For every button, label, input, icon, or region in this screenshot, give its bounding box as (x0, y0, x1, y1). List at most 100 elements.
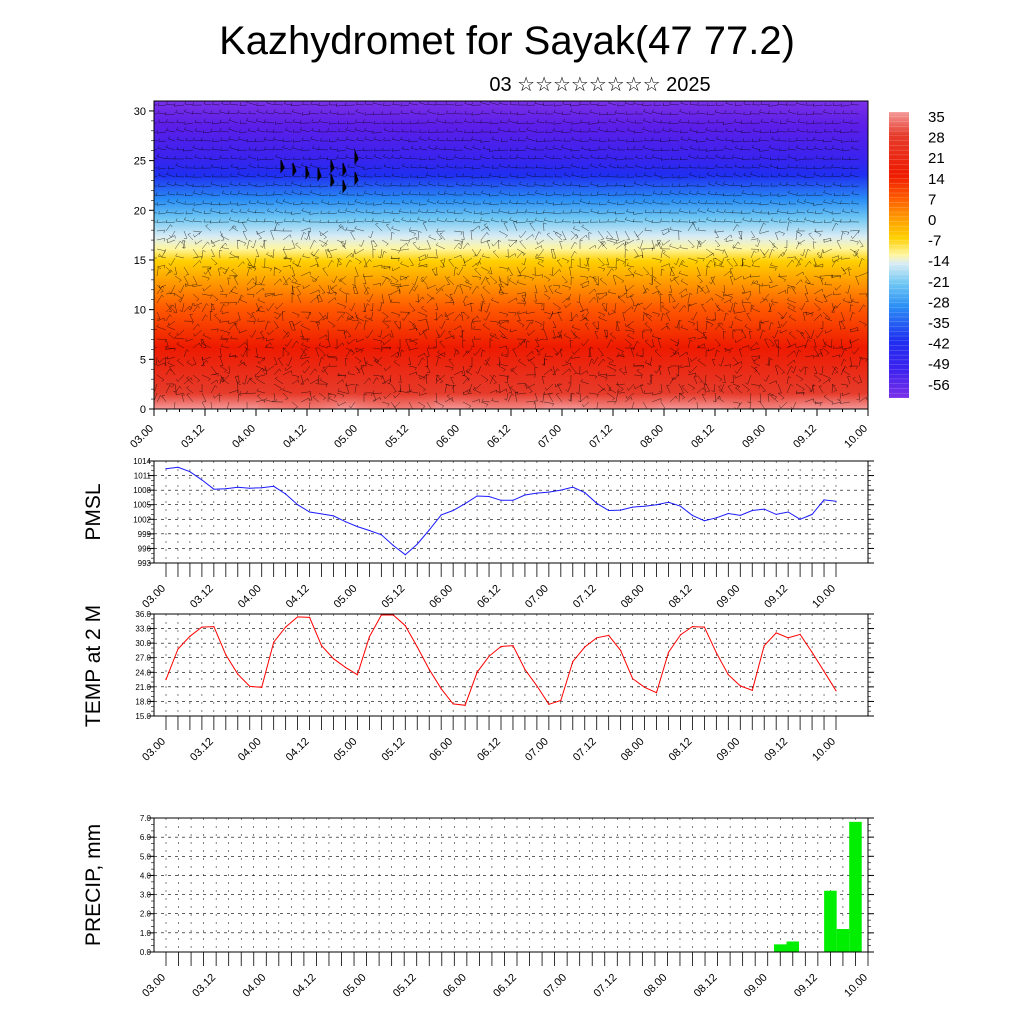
cross-section-x-tick-label: 07.12 (587, 423, 615, 451)
pmsl-x-tick-label: 04.00 (236, 583, 264, 611)
precip-bar (824, 890, 837, 952)
cross-section-y-tick-label: 25 (134, 156, 146, 168)
cross-section-y-tick-label: 15 (134, 255, 146, 267)
pmsl-x-tick-label: 05.12 (379, 583, 407, 611)
precip-bar (849, 821, 862, 952)
colorbar-tick-label: -42 (928, 336, 950, 353)
cross-section-x-tick-label: 06.12 (485, 423, 513, 451)
precip-x-tick-label: 07.12 (591, 972, 619, 1000)
wind-flag-marker (305, 165, 310, 180)
temp-x-tick-label: 10.00 (810, 736, 838, 764)
precip-bar (773, 944, 787, 952)
temp-y-tick-label: 36.0 (135, 610, 151, 619)
colorbar-tick-label: -21 (928, 274, 950, 291)
precip-y-tick-label: 0.0 (140, 948, 152, 957)
temp-series-line (165, 614, 837, 706)
chart-title: Kazhydromet for Sayak(47 77.2) (219, 19, 795, 63)
temp-x-tick-label: 08.00 (619, 736, 647, 764)
precip-x-tick-label: 06.00 (441, 972, 469, 1000)
temp-y-tick-label: 33.0 (135, 625, 151, 634)
warm-core (720, 342, 800, 409)
precip-y-tick-label: 4.0 (140, 871, 152, 880)
precip-bar (786, 941, 800, 952)
pmsl-y-tick-label: 1002 (133, 515, 151, 524)
cross-section-x-tick-label: 06.00 (434, 423, 462, 451)
colorbar-tick-label: -35 (928, 315, 950, 332)
temp-y-tick-label: 15.0 (135, 712, 151, 721)
precip-x-tick-label: 09.00 (742, 972, 770, 1000)
cross-section-x-tick-label: 08.00 (638, 423, 666, 451)
temp-x-tick-label: 07.12 (571, 736, 599, 764)
wind-flag-marker (317, 167, 322, 182)
cross-section-x-tick-label: 07.00 (536, 423, 564, 451)
pmsl-x-tick-label: 07.12 (571, 583, 599, 611)
colorbar-tick-label: -14 (928, 253, 950, 270)
temp-panel: TEMP at 2 M 36.0 33.0 30.0 27.0 24.0 21.0 18.0… (82, 605, 874, 764)
warm-core (258, 342, 338, 409)
pmsl-x-tick-label: 09.00 (714, 583, 742, 611)
precip-x-tick-label: 05.00 (341, 972, 369, 1000)
temp-x-tick-label: 04.12 (284, 736, 312, 764)
precip-bars (773, 821, 862, 952)
pmsl-ylabel: PMSL (82, 483, 105, 540)
temp-x-tick-label: 05.12 (379, 736, 407, 764)
colorbar-labels: 35 28 21 14 7 0 -7 -14 -21 -28 -35 -42 -49 -56 (928, 109, 950, 394)
cross-section-x-tick-label: 03.00 (128, 423, 156, 451)
pmsl-x-tick-label: 05.00 (332, 583, 360, 611)
warm-core (580, 342, 660, 409)
colorbar-tick-label: -49 (928, 356, 950, 373)
pmsl-x-tick-label: 03.00 (140, 583, 168, 611)
wind-flag-marker (342, 179, 347, 194)
cross-section-y-tick-label: 30 (134, 106, 146, 118)
precip-y-tick-label: 7.0 (140, 814, 152, 823)
temp-y-tick-label: 24.0 (135, 668, 151, 677)
wind-flag-marker (342, 162, 347, 177)
temp-y-tick-label: 30.0 (135, 639, 151, 648)
pmsl-y-tick-label: 999 (138, 530, 152, 539)
temp-x-tick-label: 03.12 (188, 736, 216, 764)
temp-x-tick-label: 06.00 (427, 736, 455, 764)
pmsl-x-tick-label: 04.12 (284, 583, 312, 611)
cross-section-x-tick-label: 05.12 (383, 423, 411, 451)
temp-x-tick-label: 05.00 (332, 736, 360, 764)
wind-flag-marker (354, 150, 359, 165)
colorbar-tick-label: -28 (928, 294, 950, 311)
cross-section-x-tick-label: 10.00 (842, 423, 870, 451)
wind-flag-marker (330, 173, 335, 188)
colorbar-tick-label: 35 (928, 109, 945, 126)
cross-section-y-axis: 0 5 10 15 20 25 30 (134, 106, 154, 416)
temp-y-tick-label: 21.0 (135, 683, 151, 692)
pmsl-y-tick-label: 1011 (134, 472, 152, 481)
colorbar-tick-label: 21 (928, 150, 945, 167)
colorbar-tick-label: -7 (928, 233, 941, 250)
cross-section-x-tick-label: 04.00 (230, 423, 258, 451)
pmsl-y-tick-label: 1014 (133, 457, 151, 466)
cross-section-x-tick-label: 08.12 (689, 423, 717, 451)
warm-core (465, 342, 545, 409)
pmsl-y-tick-label: 993 (138, 559, 152, 568)
precip-y-tick-label: 1.0 (140, 929, 152, 938)
cross-section-y-tick-label: 20 (134, 205, 146, 217)
precip-x-tick-label: 03.00 (140, 972, 168, 1000)
pmsl-panel: PMSL 1014 1011 1008 1005 1002 999 996 993 03.00 0… (82, 457, 874, 611)
precip-x-tick-label: 07.00 (541, 972, 569, 1000)
temp-x-tick-label: 09.12 (762, 736, 790, 764)
pmsl-y-tick-label: 1005 (133, 501, 151, 510)
temp-x-tick-label: 07.00 (523, 736, 551, 764)
temp-y-tick-label: 27.0 (135, 654, 151, 663)
pmsl-x-tick-label: 10.00 (810, 583, 838, 611)
cross-section-panel: 0 5 10 15 20 25 30 03.00 03.12 04.00 04.12 05.00 05… (128, 100, 870, 451)
wind-flag-marker (330, 159, 335, 174)
precip-x-tick-label: 04.00 (240, 972, 268, 1000)
precip-x-tick-label: 06.12 (491, 972, 519, 1000)
cross-section-y-tick-label: 5 (140, 354, 146, 366)
cross-section-y-tick-label: 10 (134, 305, 146, 317)
colorbar-tick-label: 0 (928, 212, 936, 229)
wind-flag-marker (292, 162, 297, 177)
colorbar-tick-label: 7 (928, 191, 936, 208)
wind-barbs-layer (154, 101, 868, 409)
pmsl-x-tick-label: 07.00 (523, 583, 551, 611)
wind-flag-marker (354, 171, 359, 186)
colorbar-tick-label: 28 (928, 130, 945, 147)
